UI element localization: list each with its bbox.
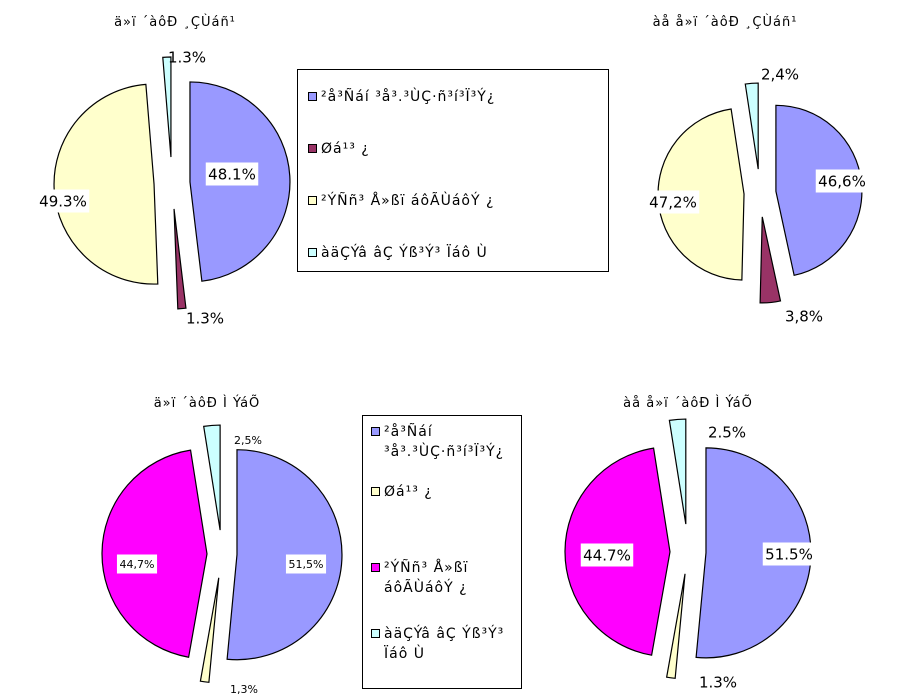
legend-swatch xyxy=(371,427,380,436)
legend-label: àäÇÝâ âÇ Ýß³Ý³ Ïáô Ù xyxy=(321,245,488,261)
pie-slice xyxy=(199,577,220,683)
pie-slice xyxy=(203,424,221,531)
data-label-box xyxy=(116,554,158,574)
data-label: 51.5% xyxy=(765,545,813,563)
chart-title: ä»ï ´àôÐ ¸ÇÙáñ¹ xyxy=(114,14,236,30)
legend-top-item: ²ÝÑñ³ Å»ßï áôÃÙáôÝ ¿ xyxy=(308,191,494,211)
chart-title: àå å»ï ´àôÐ Ì ÝáÕ xyxy=(623,395,753,411)
data-label: 3,8% xyxy=(785,307,823,325)
data-label: 1.3% xyxy=(186,309,224,327)
legend-label: ²å³Ñáí ³å³.³ÙÇ·ñ³í³Ï³Ý¿ xyxy=(321,89,496,105)
data-label-box xyxy=(762,542,816,566)
data-label-box xyxy=(580,543,634,567)
legend-top-item: ²å³Ñáí ³å³.³ÙÇ·ñ³í³Ï³Ý¿ xyxy=(308,87,495,107)
legend-swatch xyxy=(371,563,380,572)
legend-bottom-item: ²ÝÑñ³ Å»ßï áôÃÙáôÝ ¿ xyxy=(371,558,521,598)
legend-swatch xyxy=(308,248,317,257)
legend-swatch xyxy=(308,196,317,205)
pie-slice xyxy=(173,208,187,310)
legend-label: ²ÝÑñ³ Å»ßï áôÃÙáôÝ ¿ xyxy=(384,560,469,596)
data-label: 51,5% xyxy=(289,558,324,571)
legend-label: Øá¹³ ¿ xyxy=(384,484,433,500)
pie-slice xyxy=(101,449,208,658)
data-label: 49.3% xyxy=(39,192,87,210)
legend-bottom-item: Øá¹³ ¿ xyxy=(371,482,521,502)
pie-slice xyxy=(759,216,782,304)
data-label: 1,3% xyxy=(230,683,258,694)
pie-slice xyxy=(53,83,159,285)
legend-bottom-item: àäÇÝâ âÇ Ýß³Ý³ Ïáô Ù xyxy=(371,624,521,664)
pie-slice xyxy=(226,449,343,661)
pie-slice xyxy=(665,573,686,679)
legend-label: ²å³Ñáí ³å³.³ÙÇ·ñ³í³Ï³Ý¿ xyxy=(384,424,505,460)
data-label-box xyxy=(815,169,869,193)
data-label: 1.3% xyxy=(168,48,206,66)
legend-top-item: àäÇÝâ âÇ Ýß³Ý³ Ïáô Ù xyxy=(308,243,488,263)
legend-swatch xyxy=(308,144,317,153)
data-label: 48.1% xyxy=(208,165,256,183)
data-label-box xyxy=(36,189,90,213)
legend-swatch xyxy=(371,487,380,496)
data-label-box xyxy=(646,190,700,214)
legend-label: Øá¹³ ¿ xyxy=(321,141,370,157)
data-label: 2.5% xyxy=(708,423,746,441)
legend-swatch xyxy=(308,92,317,101)
legend-label: ²ÝÑñ³ Å»ßï áôÃÙáôÝ ¿ xyxy=(321,193,495,209)
chart-title: ä»ï ´àôÐ Ì ÝáÕ xyxy=(154,395,261,411)
data-label: 44.7% xyxy=(583,546,631,564)
data-label-box xyxy=(205,162,259,186)
data-label: 2,5% xyxy=(234,434,262,447)
pie-slice xyxy=(744,82,759,170)
data-label-box xyxy=(285,554,327,574)
chart-title: àå å»ï ´àôÐ ¸ÇÙáñ¹ xyxy=(653,14,798,30)
legend-bottom-item: ²å³Ñáí ³å³.³ÙÇ·ñ³í³Ï³Ý¿ xyxy=(371,422,521,462)
legend-top: ²å³Ñáí ³å³.³ÙÇ·ñ³í³Ï³Ý¿ Øá¹³ ¿ ²ÝÑñ³ Å»ß… xyxy=(297,69,609,272)
data-label: 44,7% xyxy=(120,558,155,571)
legend-bottom: ²å³Ñáí ³å³.³ÙÇ·ñ³í³Ï³Ý¿ Øá¹³ ¿ ²ÝÑñ³ Å»ß… xyxy=(362,415,522,689)
data-label: 2,4% xyxy=(761,65,799,83)
data-label: 47,2% xyxy=(649,193,697,211)
legend-label: àäÇÝâ âÇ Ýß³Ý³ Ïáô Ù xyxy=(384,626,505,662)
legend-top-item: Øá¹³ ¿ xyxy=(308,139,370,159)
pie-slice xyxy=(668,418,687,525)
pie-slice xyxy=(162,56,172,158)
legend-swatch xyxy=(371,629,380,638)
data-label: 46,6% xyxy=(818,172,866,190)
data-label: 1.3% xyxy=(699,673,737,691)
